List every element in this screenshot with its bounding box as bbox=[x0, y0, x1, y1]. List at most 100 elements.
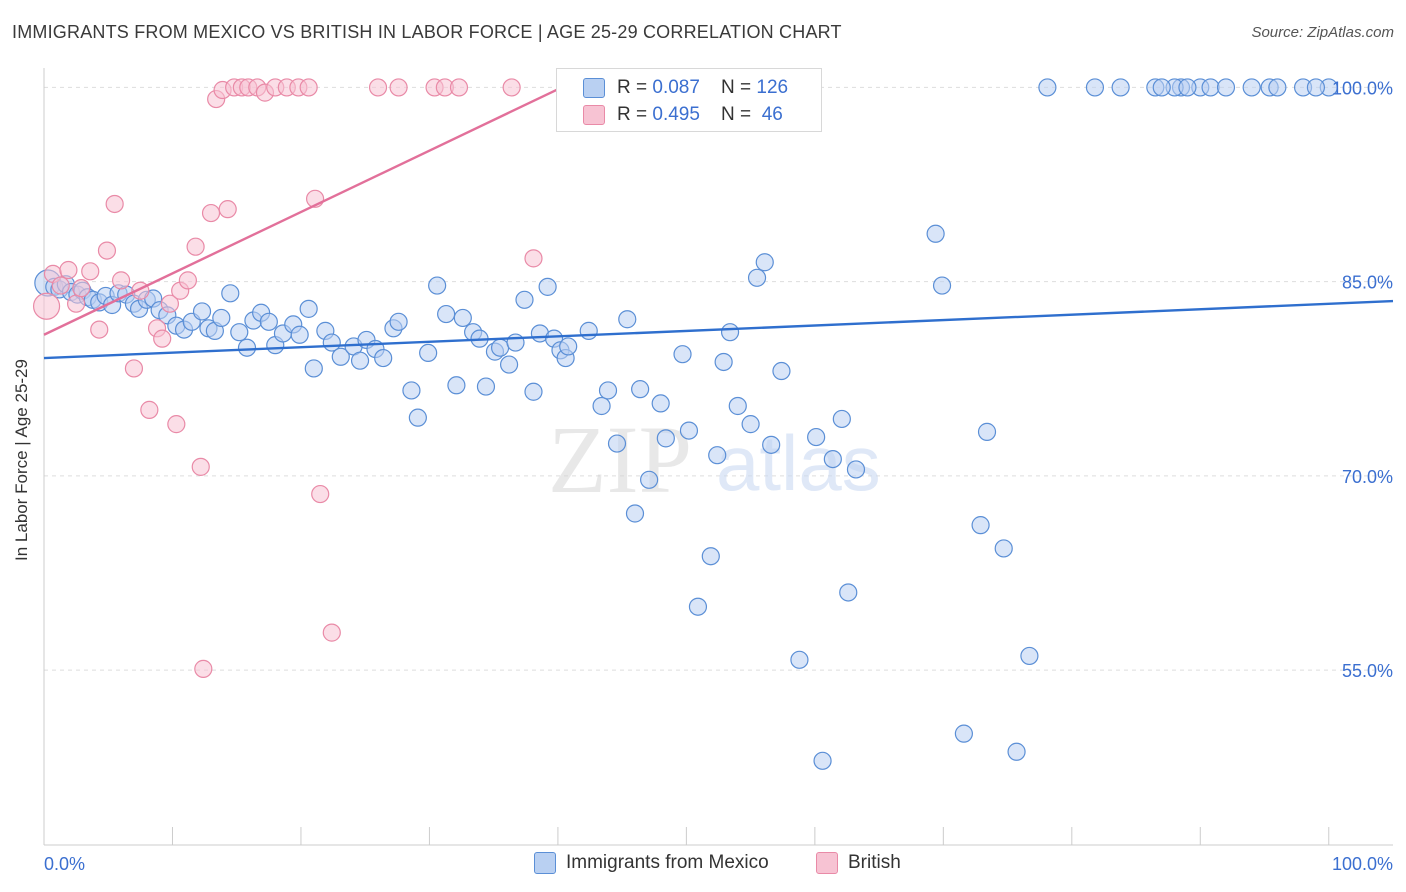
bottom-legend-swatch-mexico bbox=[534, 852, 556, 874]
point-british bbox=[72, 279, 91, 298]
point-mexico bbox=[714, 352, 733, 372]
point-mexico bbox=[1152, 78, 1171, 97]
point-british bbox=[32, 292, 61, 320]
point-british bbox=[368, 78, 388, 97]
y-axis-label: In Labor Force | Age 25-29 bbox=[12, 359, 31, 561]
point-mexico bbox=[839, 583, 858, 602]
point-british bbox=[90, 320, 109, 339]
y-tick-label: 70.0% bbox=[1342, 467, 1393, 487]
stats-legend: R = 0.087 N = 126 R = 0.495 N = 46 bbox=[556, 68, 822, 132]
legend-n-label: N = bbox=[721, 77, 757, 98]
point-mexico bbox=[1242, 78, 1261, 97]
point-mexico bbox=[954, 724, 973, 743]
legend-n-value-mexico: 126 bbox=[756, 77, 789, 98]
point-british bbox=[160, 294, 180, 313]
point-mexico bbox=[994, 539, 1013, 558]
point-mexico bbox=[237, 338, 257, 357]
point-mexico bbox=[631, 380, 650, 399]
point-mexico bbox=[971, 516, 990, 535]
point-mexico bbox=[408, 408, 427, 427]
point-british bbox=[67, 294, 86, 313]
legend-r-value-british: 0.495 bbox=[652, 104, 700, 125]
point-british bbox=[524, 249, 543, 268]
point-mexico bbox=[1268, 78, 1287, 97]
point-british bbox=[105, 194, 124, 214]
chart-title: IMMIGRANTS FROM MEXICO VS BRITISH IN LAB… bbox=[12, 22, 842, 42]
point-mexico bbox=[299, 299, 318, 318]
point-mexico bbox=[926, 224, 945, 243]
trend-line-british bbox=[43, 86, 563, 336]
point-mexico bbox=[701, 547, 720, 566]
point-mexico bbox=[673, 345, 692, 364]
point-mexico bbox=[259, 312, 278, 331]
legend-r-label: R = bbox=[617, 77, 653, 98]
point-british bbox=[299, 78, 318, 97]
point-mexico bbox=[592, 396, 611, 416]
y-tick-label: 100.0% bbox=[1332, 78, 1393, 98]
point-british bbox=[311, 484, 330, 504]
point-mexico bbox=[813, 751, 832, 770]
point-mexico bbox=[402, 381, 421, 400]
bottom-legend-label-mexico: Immigrants from Mexico bbox=[566, 852, 769, 873]
point-mexico bbox=[1085, 78, 1105, 97]
point-mexico bbox=[453, 308, 472, 328]
point-mexico bbox=[538, 277, 557, 296]
point-mexico bbox=[419, 343, 438, 362]
point-mexico bbox=[598, 381, 618, 400]
source-credit: Source: ZipAtlas.com bbox=[1251, 24, 1394, 41]
point-mexico bbox=[1007, 742, 1026, 761]
point-mexico bbox=[1201, 78, 1220, 97]
point-british bbox=[201, 203, 221, 223]
legend-n-value-british: 46 bbox=[756, 104, 783, 125]
point-mexico bbox=[290, 325, 309, 344]
point-british bbox=[111, 271, 131, 290]
point-mexico bbox=[688, 597, 708, 616]
x-tick-label: 100.0% bbox=[1332, 854, 1393, 874]
point-mexico bbox=[524, 382, 543, 401]
point-mexico bbox=[350, 351, 370, 370]
series-mexico-points bbox=[34, 78, 1338, 770]
point-mexico bbox=[720, 323, 740, 342]
point-mexico bbox=[651, 394, 670, 413]
point-british bbox=[51, 276, 70, 295]
point-mexico bbox=[846, 460, 866, 479]
point-mexico bbox=[331, 347, 350, 366]
point-mexico bbox=[679, 421, 699, 440]
legend-swatch-mexico bbox=[583, 78, 605, 98]
point-mexico bbox=[741, 415, 760, 434]
point-british bbox=[186, 237, 205, 256]
point-mexico bbox=[579, 321, 598, 340]
point-british bbox=[502, 78, 521, 97]
x-tick-label: 0.0% bbox=[44, 854, 85, 874]
point-british bbox=[140, 400, 159, 419]
point-mexico bbox=[447, 376, 466, 395]
gridlines bbox=[44, 86, 1393, 671]
point-mexico bbox=[977, 422, 997, 441]
series-british-points bbox=[32, 78, 543, 678]
point-british bbox=[194, 659, 213, 678]
y-tick-label: 85.0% bbox=[1342, 273, 1393, 293]
point-mexico bbox=[221, 284, 240, 303]
trend-line-mexico bbox=[43, 299, 1394, 360]
point-mexico bbox=[618, 310, 637, 329]
point-mexico bbox=[832, 409, 851, 429]
bottom-legend-swatch-british bbox=[816, 852, 838, 874]
point-mexico bbox=[607, 434, 627, 453]
point-mexico bbox=[656, 429, 675, 448]
point-british bbox=[81, 262, 100, 281]
point-british bbox=[167, 415, 186, 434]
point-british bbox=[124, 359, 144, 378]
point-mexico bbox=[428, 276, 447, 295]
point-mexico bbox=[559, 337, 578, 356]
point-mexico bbox=[476, 377, 496, 396]
legend-swatch-british bbox=[583, 105, 605, 125]
point-british bbox=[178, 271, 197, 290]
point-mexico bbox=[192, 302, 212, 321]
point-mexico bbox=[506, 333, 525, 352]
axes bbox=[43, 68, 1393, 846]
point-mexico bbox=[230, 323, 249, 342]
point-mexico bbox=[807, 427, 826, 447]
watermark-zip: ZIP bbox=[548, 406, 692, 513]
point-mexico bbox=[374, 348, 393, 368]
